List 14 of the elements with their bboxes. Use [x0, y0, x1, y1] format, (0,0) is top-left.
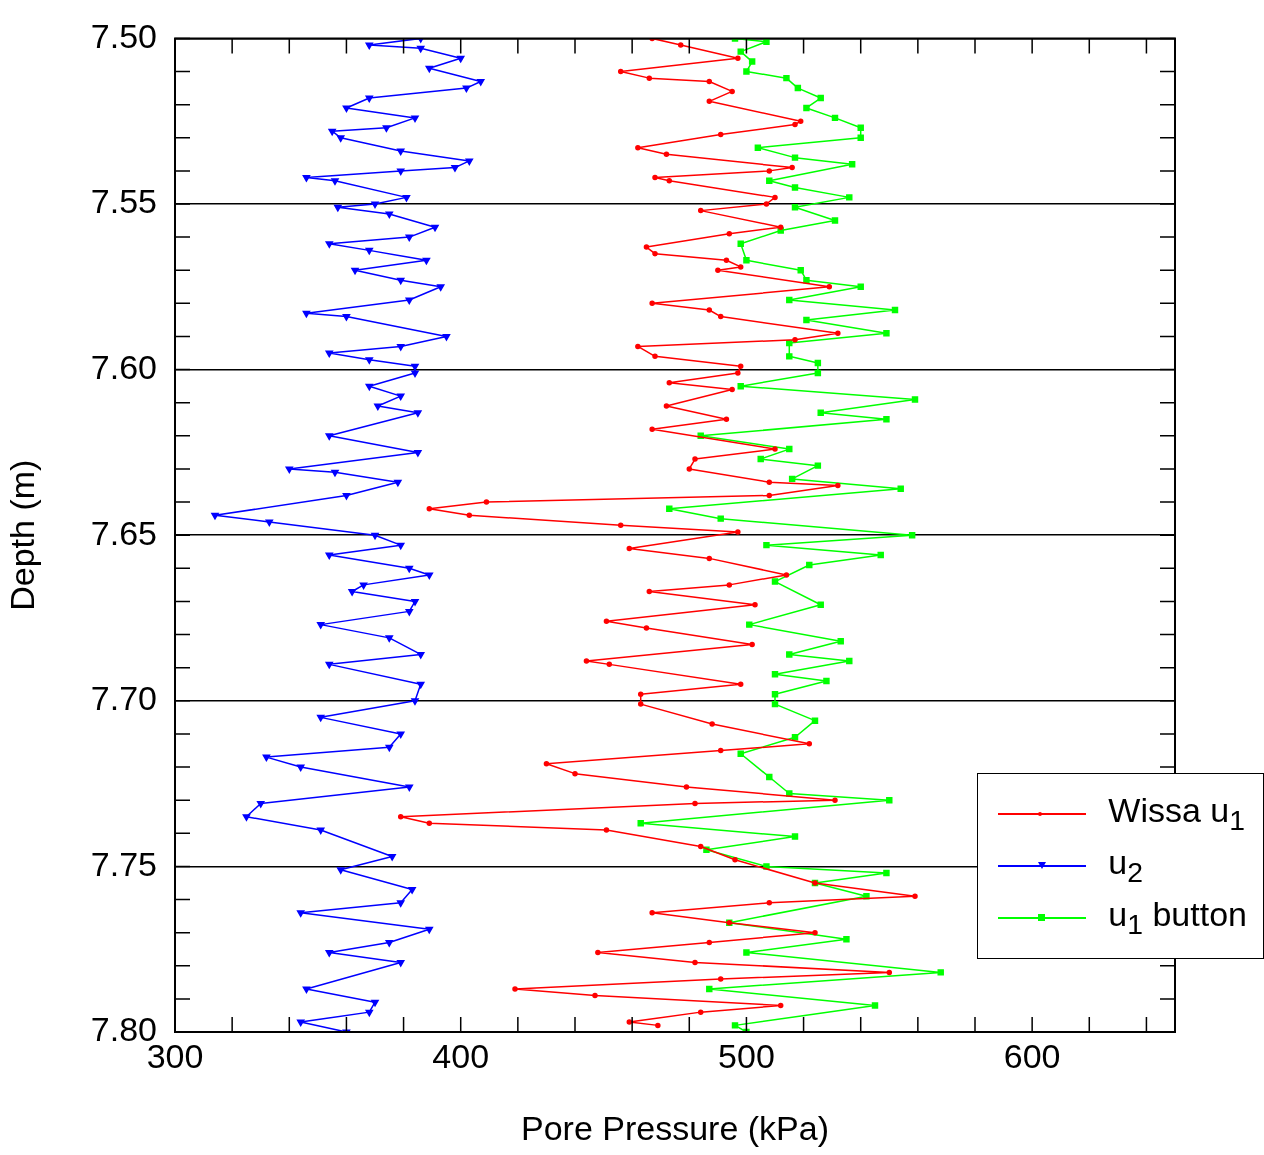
y-tick-label: 7.75	[90, 844, 157, 883]
x-tick-label: 400	[432, 1036, 490, 1075]
y-axis-title: Depth (m)	[2, 459, 41, 611]
y-tick-label: 7.70	[90, 679, 157, 718]
x-axis-title: Pore Pressure (kPa)	[521, 1108, 829, 1147]
x-tick-label: 600	[1003, 1036, 1061, 1075]
y-tick-label: 7.55	[90, 182, 157, 221]
y-tick-label: 7.60	[90, 347, 157, 386]
legend-label: Wissa u$_{1}$	[1108, 791, 1246, 837]
y-tick-label: 7.65	[90, 513, 157, 552]
legend-label: u$_{1}$ button	[1108, 895, 1247, 941]
x-tick-label: 500	[718, 1036, 775, 1075]
y-tick-label: 7.50	[90, 16, 157, 55]
legend-label: u$_{2}$	[1108, 843, 1144, 889]
